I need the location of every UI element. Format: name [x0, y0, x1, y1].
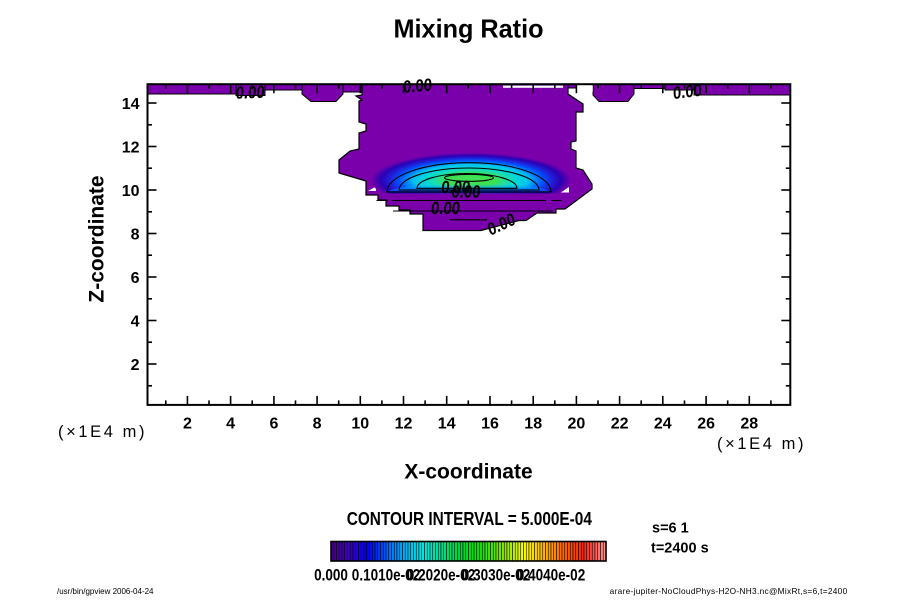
svg-text:X-coordinate: X-coordinate — [404, 461, 532, 484]
svg-text:/usr/bin/gpview 2006-04-24: /usr/bin/gpview 2006-04-24 — [57, 587, 154, 596]
svg-text:s=6 1: s=6 1 — [652, 521, 689, 537]
svg-text:4: 4 — [226, 416, 235, 433]
svg-text:4: 4 — [131, 313, 140, 330]
svg-text:24: 24 — [654, 416, 672, 433]
svg-text:0.00: 0.00 — [673, 80, 702, 103]
svg-text:t=2400 s: t=2400 s — [651, 541, 709, 557]
svg-text:12: 12 — [395, 416, 413, 433]
svg-text:0.00: 0.00 — [440, 178, 471, 197]
svg-text:10: 10 — [122, 183, 140, 200]
svg-text:Z-coordinate: Z-coordinate — [85, 175, 108, 302]
svg-text:2: 2 — [131, 357, 140, 374]
svg-text:0.00: 0.00 — [235, 83, 265, 103]
svg-text:6: 6 — [269, 416, 278, 433]
svg-text:0.2020e-02: 0.2020e-02 — [407, 566, 475, 585]
svg-text:0.00: 0.00 — [430, 199, 461, 218]
svg-text:0.1010e-02: 0.1010e-02 — [352, 566, 420, 585]
svg-text:Mixing Ratio: Mixing Ratio — [394, 15, 544, 43]
svg-text:arare-jupiter-NoCloudPhys-H2O-: arare-jupiter-NoCloudPhys-H2O-NH3.nc@Mix… — [610, 586, 848, 596]
svg-text:20: 20 — [568, 416, 586, 433]
svg-text:0.00: 0.00 — [450, 182, 481, 201]
svg-text:14: 14 — [438, 416, 456, 433]
svg-text:12: 12 — [122, 139, 140, 156]
svg-text:0.3030e-02: 0.3030e-02 — [462, 566, 530, 585]
svg-text:28: 28 — [740, 416, 758, 433]
svg-text:6: 6 — [131, 270, 140, 287]
svg-text:26: 26 — [697, 416, 715, 433]
svg-text:10: 10 — [351, 416, 369, 433]
svg-text:8: 8 — [313, 416, 322, 433]
svg-text:CONTOUR INTERVAL = 5.000E-04: CONTOUR INTERVAL = 5.000E-04 — [347, 509, 593, 530]
svg-text:(×1E4 m): (×1E4 m) — [58, 423, 147, 441]
svg-text:0.00: 0.00 — [403, 75, 432, 97]
svg-text:2: 2 — [183, 416, 192, 433]
svg-text:22: 22 — [611, 416, 629, 433]
svg-text:0.4040e-02: 0.4040e-02 — [517, 566, 585, 585]
svg-text:0.000: 0.000 — [314, 566, 348, 585]
svg-text:14: 14 — [122, 96, 140, 113]
svg-text:16: 16 — [481, 416, 499, 433]
svg-text:18: 18 — [524, 416, 542, 433]
svg-text:8: 8 — [131, 226, 140, 243]
svg-text:(×1E4 m): (×1E4 m) — [717, 435, 806, 453]
